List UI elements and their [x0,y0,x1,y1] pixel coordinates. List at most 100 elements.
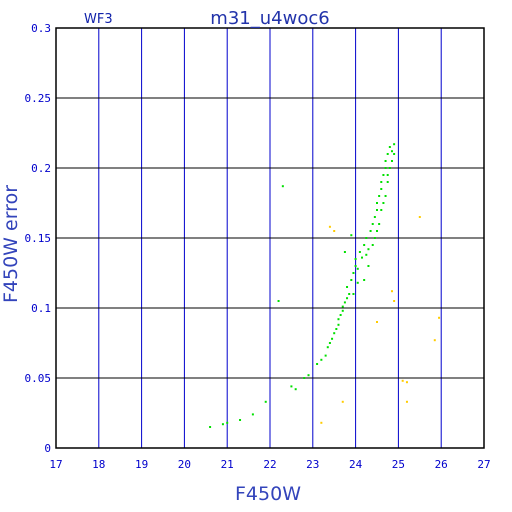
data-point-s0-15 [328,342,331,344]
data-point-s0-67 [365,253,368,256]
data-point-s0-51 [390,150,393,153]
data-point-s0-55 [390,160,393,162]
data-point-s0-52 [393,143,396,146]
y-tick-label-4: 0.2 [31,162,51,175]
x-tick-label-1: 18 [92,458,105,471]
data-point-s0-21 [339,314,342,316]
data-point-s0-11 [316,363,319,365]
y-tick-label-5: 0.25 [25,92,52,105]
data-point-s1-0 [320,421,323,424]
data-point-s0-47 [384,167,387,169]
data-point-s0-31 [354,258,357,260]
y-tick-label-3: 0.15 [25,232,52,245]
data-point-s0-19 [337,323,340,326]
data-point-s0-9 [303,377,306,379]
data-point-s1-9 [418,216,421,218]
x-tick-label-4: 21 [221,458,234,471]
data-point-s0-32 [356,267,359,270]
data-point-s1-5 [393,300,396,302]
data-point-s0-24 [343,301,346,304]
data-point-s0-7 [290,385,293,388]
x-axis-title: F450W [235,483,301,505]
y-tick-labels: 0 0.05 0.1 0.15 0.2 0.25 0.3 [25,22,52,455]
data-point-s0-57 [380,209,383,211]
data-point-s1-7 [405,381,408,384]
data-point-s0-56 [384,195,387,197]
data-point-s0-70 [350,234,353,237]
data-point-s1-8 [405,400,408,403]
data-point-s0-18 [335,328,338,330]
data-point-s0-64 [386,174,389,176]
grid-lines [55,27,485,449]
x-tick-label-8: 25 [392,458,405,471]
data-point-s0-33 [358,251,361,253]
data-point-s0-23 [341,305,344,308]
data-point-s0-17 [333,332,336,335]
data-point-s0-29 [352,272,355,274]
data-point-s0-41 [376,209,378,211]
data-point-s0-49 [386,153,389,155]
data-point-s0-36 [365,237,368,239]
data-point-s0-30 [354,265,357,267]
y-tick-label-2: 0.1 [31,302,51,315]
data-point-s0-38 [369,230,372,232]
y-tick-label-1: 0.05 [25,372,52,385]
data-point-s1-6 [401,379,404,382]
data-point-s0-39 [371,223,374,225]
data-point-s0-46 [382,174,385,176]
data-point-s1-10 [433,339,436,342]
data-point-s0-12 [320,358,323,361]
data-point-s0-37 [367,248,370,251]
x-tick-label-7: 24 [349,458,363,471]
data-point-s0-58 [378,223,381,225]
data-point-s0-16 [331,337,334,340]
x-tick-label-0: 17 [49,458,62,471]
data-point-s0-60 [367,265,370,267]
data-point-s1-2 [341,400,344,403]
data-point-s0-54 [386,181,389,183]
data-point-s0-1 [221,423,224,426]
data-point-s1-1 [328,225,331,228]
data-point-s0-3 [239,419,242,421]
y-tick-label-6: 0.3 [31,22,51,35]
y-axis-title: F450W error [0,185,22,303]
data-point-s0-10 [307,374,310,377]
data-point-s0-59 [373,237,376,239]
data-point-s0-69 [352,293,355,295]
data-point-s0-5 [264,400,267,403]
chart-title: m31_u4woc6 [210,8,329,29]
data-point-s1-3 [376,321,378,323]
data-point-s0-34 [361,256,364,259]
data-point-s0-4 [251,413,254,416]
data-point-s0-45 [380,181,383,183]
data-point-s0-61 [363,279,366,281]
x-tick-label-2: 19 [135,458,148,471]
data-point-s0-8 [294,388,297,391]
data-point-s0-22 [341,309,344,312]
data-point-s0-28 [350,279,353,281]
data-point-s0-71 [343,251,346,253]
y-tick-label-0: 0 [44,442,51,455]
data-point-s0-20 [337,318,340,321]
data-point-s0-66 [371,244,374,246]
data-point-s0-65 [393,153,396,155]
x-tick-label-5: 22 [263,458,276,471]
data-point-s1-12 [333,230,336,232]
data-point-s0-53 [388,167,391,169]
plot-frame [55,27,485,449]
data-point-s0-40 [373,216,376,218]
x-tick-labels: 17 18 19 20 21 22 23 24 25 26 27 [49,458,490,471]
data-point-s0-26 [348,293,351,295]
data-point-s0-25 [346,297,349,300]
data-point-s0-68 [356,281,359,284]
x-tick-label-9: 26 [435,458,448,471]
data-point-s1-11 [438,316,441,319]
data-point-s0-50 [388,146,391,148]
data-point-s0-43 [378,195,381,197]
data-point-s0-62 [376,230,378,232]
data-point-s0-42 [376,202,378,204]
data-point-s0-63 [382,202,385,204]
data-point-s0-72 [277,300,280,302]
data-point-s0-14 [326,346,329,349]
data-point-s0-6 [281,185,284,188]
